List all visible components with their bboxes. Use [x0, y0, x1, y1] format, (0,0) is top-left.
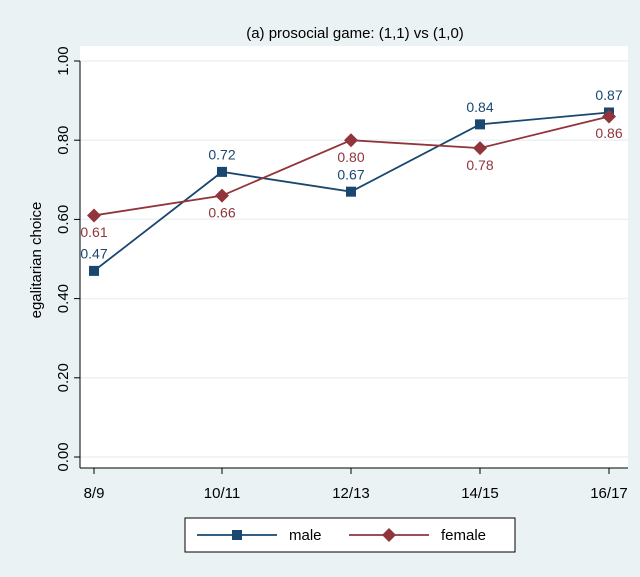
marker	[344, 133, 358, 148]
marker	[475, 119, 485, 130]
x-tick-label: 14/15	[461, 485, 499, 502]
legend-label: female	[441, 527, 486, 544]
y-tick-label: 1.00	[55, 46, 72, 75]
data-label: 0.86	[595, 125, 622, 141]
y-tick-label: 0.40	[55, 284, 72, 313]
x-tick-label: 16/17	[590, 485, 628, 502]
data-label: 0.47	[80, 246, 107, 262]
marker	[602, 109, 616, 124]
data-label: 0.61	[80, 224, 107, 240]
legend-marker	[232, 530, 242, 540]
marker	[89, 265, 99, 276]
legend-marker	[382, 528, 396, 542]
marker	[215, 188, 229, 203]
data-label: 0.78	[466, 157, 493, 173]
chart-title: (a) prosocial game: (1,1) vs (1,0)	[246, 25, 464, 42]
marker	[217, 166, 227, 177]
marker	[346, 186, 356, 197]
marker	[87, 208, 101, 223]
y-tick-label: 0.60	[55, 205, 72, 234]
x-tick-label: 8/9	[84, 485, 105, 502]
x-tick-label: 12/13	[332, 485, 370, 502]
x-tick-label: 10/11	[204, 485, 240, 502]
data-label: 0.87	[595, 87, 622, 103]
data-label: 0.67	[337, 166, 364, 182]
y-tick-label: 0.80	[55, 126, 72, 155]
data-label: 0.72	[208, 147, 235, 163]
data-label: 0.66	[208, 204, 235, 220]
y-tick-label: 0.20	[55, 363, 72, 392]
legend-label: male	[289, 527, 322, 544]
marker	[473, 141, 487, 156]
data-label: 0.80	[337, 149, 364, 165]
y-axis-label: egalitarian choice	[28, 202, 45, 319]
plot-area	[80, 46, 628, 468]
data-label: 0.84	[466, 99, 493, 115]
y-tick-label: 0.00	[55, 442, 72, 471]
